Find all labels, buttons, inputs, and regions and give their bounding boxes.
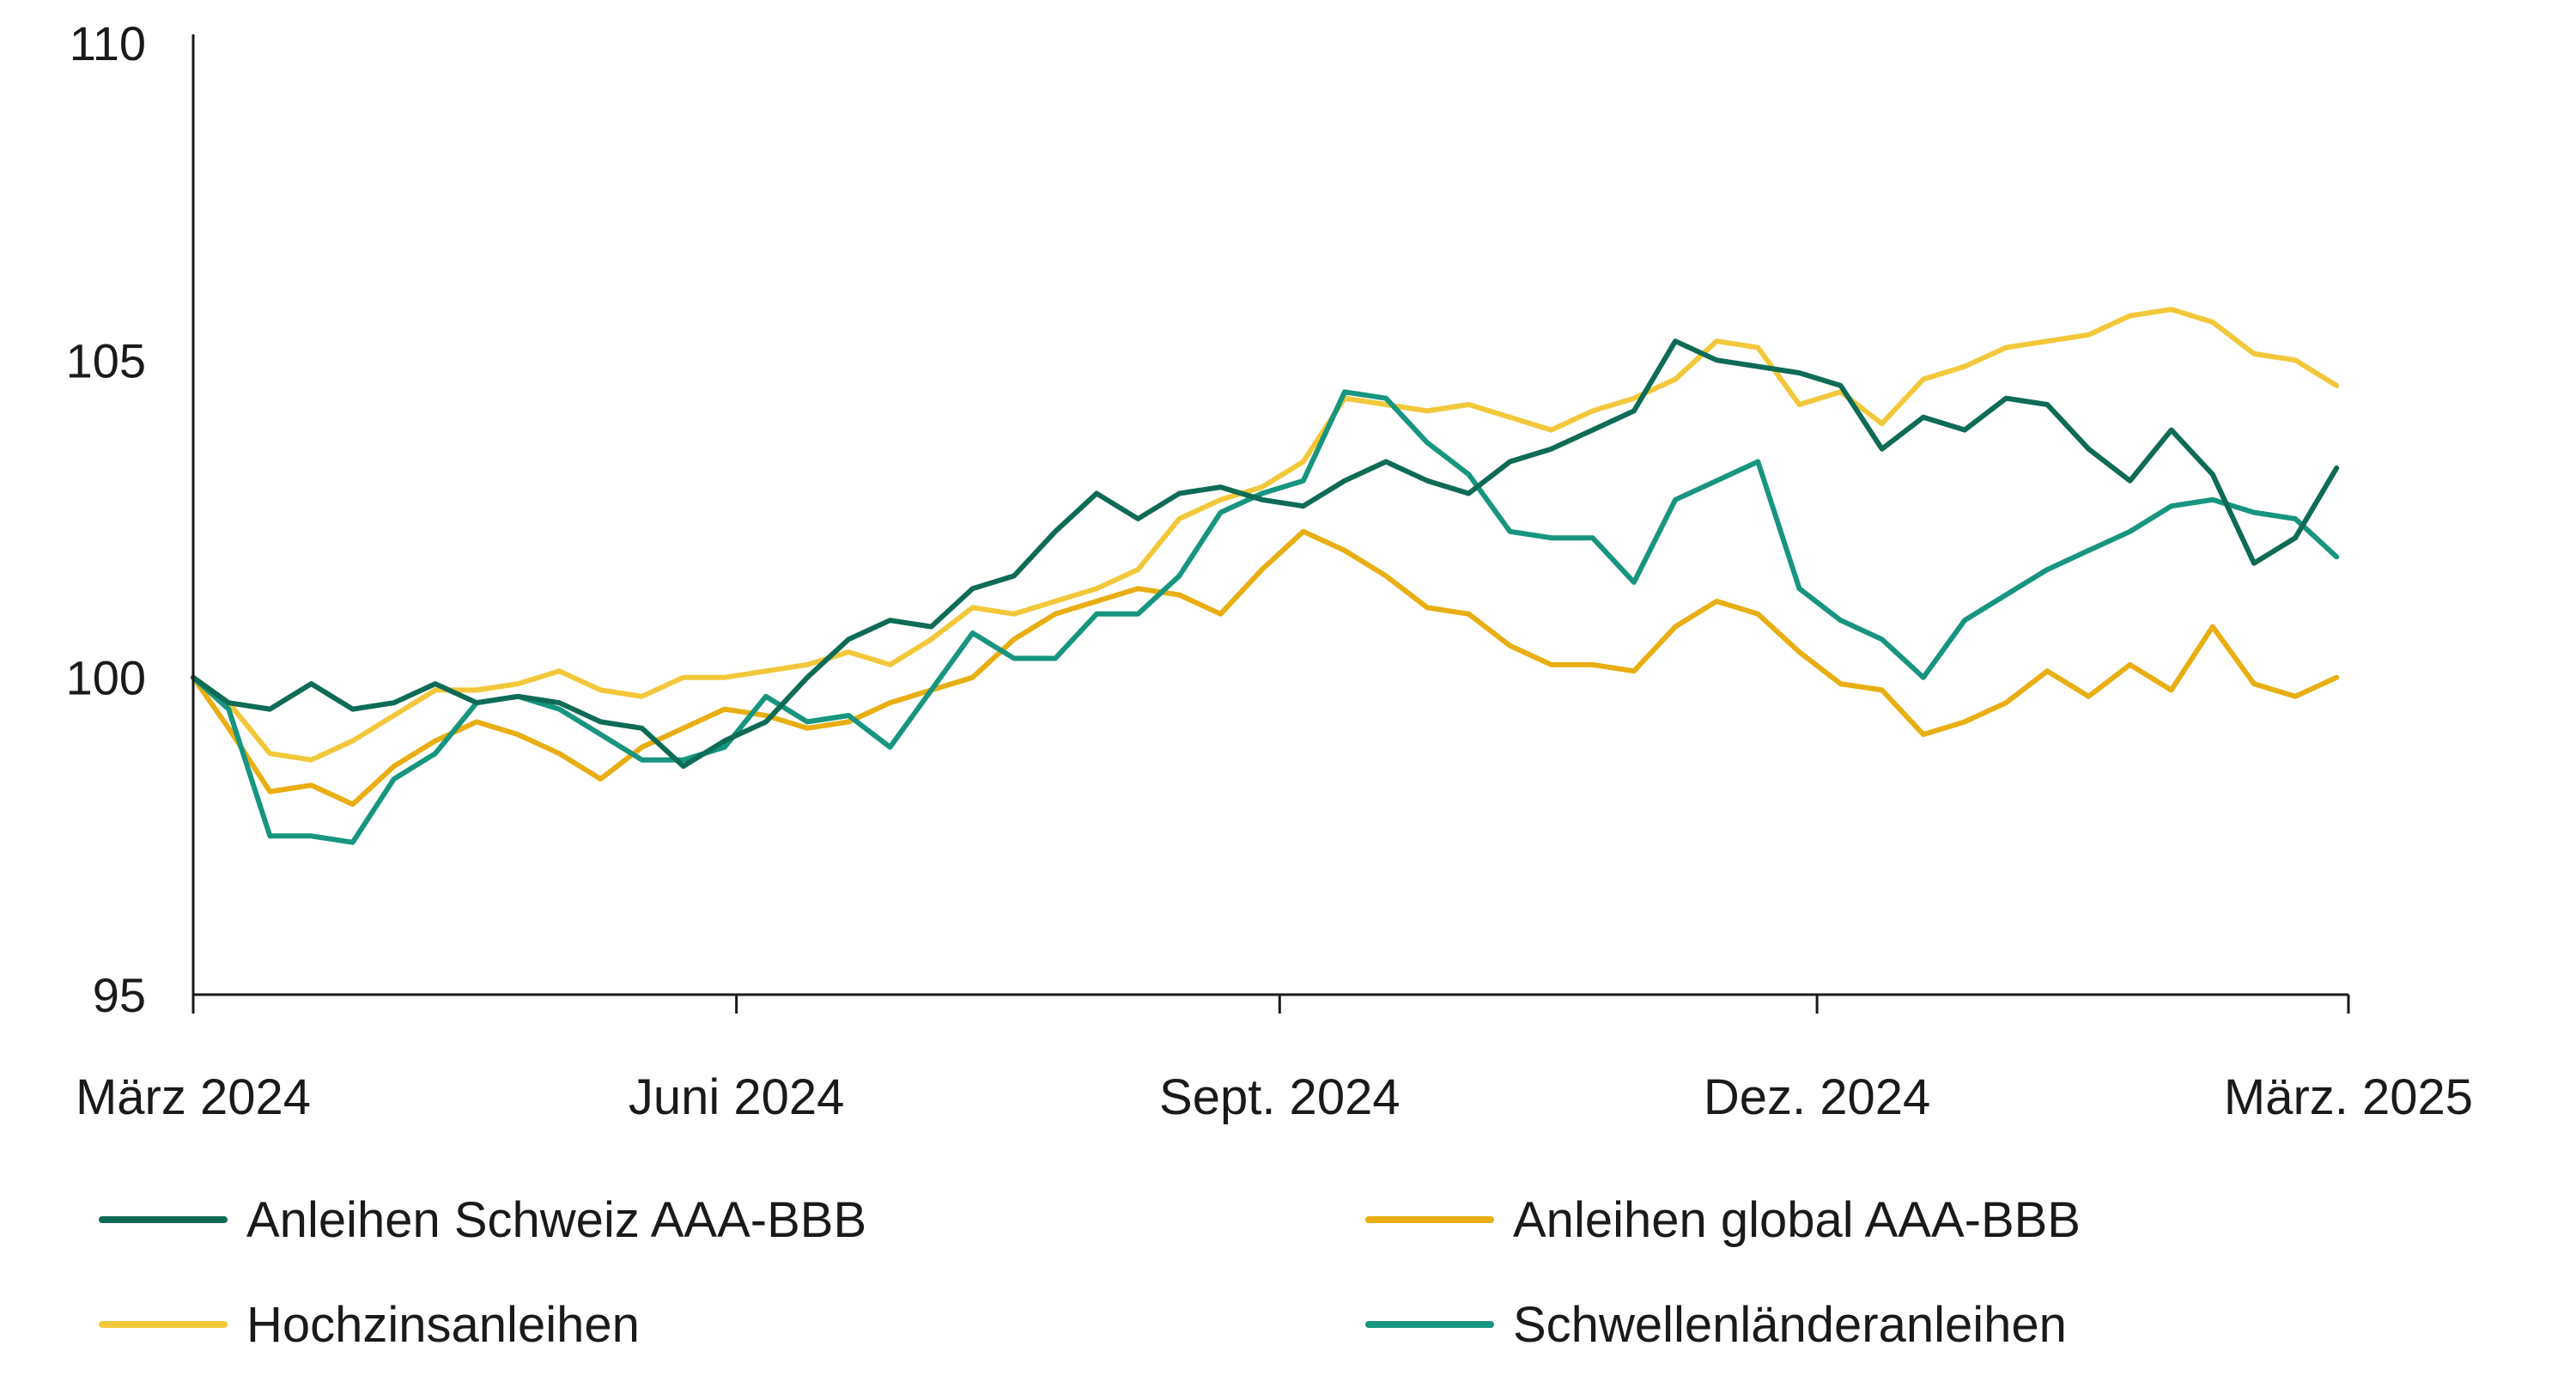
x-tick-label-dez-2024: Dez. 2024 <box>1704 1069 1930 1125</box>
series-line-anleihen-schweiz-aaa-bbb <box>191 338 2340 770</box>
x-tick-label-maerz-2024: März 2024 <box>76 1069 311 1125</box>
legend-item-hochzinsanleihen: Hochzinsanleihen <box>99 1290 640 1359</box>
legend-item-anleihen-schweiz: Anleihen Schweiz AAA-BBB <box>99 1185 866 1254</box>
legend: Anleihen Schweiz AAA-BBB Anleihen global… <box>0 1185 2576 1376</box>
legend-label-anleihen-schweiz: Anleihen Schweiz AAA-BBB <box>246 1191 867 1248</box>
legend-swatch-anleihen-global <box>1365 1216 1494 1223</box>
legend-swatch-anleihen-schweiz <box>99 1216 228 1223</box>
legend-label-anleihen-global: Anleihen global AAA-BBB <box>1513 1191 2081 1248</box>
y-tick-label-105: 105 <box>66 333 146 387</box>
series-line-hochzinsanleihen <box>191 307 2340 763</box>
y-tick-label-100: 100 <box>66 651 146 705</box>
legend-label-hochzinsanleihen: Hochzinsanleihen <box>246 1296 640 1353</box>
x-tick-label-maerz-2025: März. 2025 <box>2224 1069 2473 1125</box>
y-tick-label-110: 110 <box>70 16 146 70</box>
legend-swatch-schwellenlaenderanleihen <box>1365 1321 1494 1328</box>
x-tick-label-sept-2024: Sept. 2024 <box>1159 1069 1400 1125</box>
legend-label-schwellenlaenderanleihen: Schwellenländeranleihen <box>1513 1296 2067 1353</box>
y-tick-label-95: 95 <box>93 968 146 1022</box>
axes: 95 100 105 110 März 2024 Juni 2024 Sept. 2024 D… <box>66 16 2474 1125</box>
x-tick-label-juni-2024: Juni 2024 <box>629 1069 845 1125</box>
legend-item-anleihen-global: Anleihen global AAA-BBB <box>1365 1185 2081 1254</box>
series-line-anleihen-global-aaa-bbb <box>191 528 2340 807</box>
legend-item-schwellenlaenderanleihen: Schwellenländeranleihen <box>1365 1290 2067 1359</box>
series-layer <box>191 307 2340 845</box>
series-line-schwellenlaenderanleihen <box>191 389 2340 845</box>
legend-swatch-hochzinsanleihen <box>99 1321 228 1328</box>
